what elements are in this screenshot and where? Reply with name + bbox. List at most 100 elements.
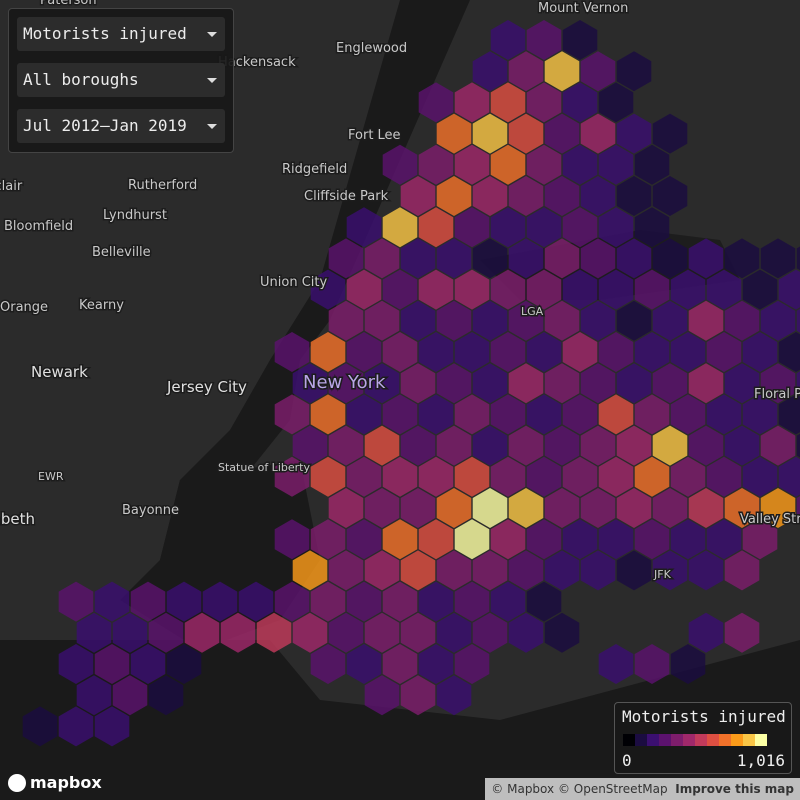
hexbin [400, 425, 436, 466]
hexbin [760, 425, 796, 466]
hexbin [382, 269, 418, 310]
ramp-swatch [755, 734, 767, 746]
hexbin [508, 612, 544, 653]
hexbin [328, 488, 364, 528]
hexbin [688, 238, 724, 279]
hexbin [22, 706, 58, 747]
hexbin [436, 300, 472, 341]
logo-mark [8, 773, 26, 792]
metric-dropdown[interactable]: Motorists injured [17, 17, 225, 51]
hexbin [418, 394, 454, 435]
hexbin [310, 269, 346, 310]
hexbin [436, 675, 472, 716]
hexbin [580, 300, 616, 341]
legend: Motorists injured 0 1,016 [614, 702, 792, 774]
hexbin [580, 488, 616, 528]
hexbin [796, 246, 800, 271]
hexbin [148, 612, 184, 653]
hexbin [526, 269, 562, 310]
improve-map-link[interactable]: Improve this map [675, 782, 794, 796]
hexbin [526, 581, 562, 622]
hexbin [526, 144, 562, 185]
ramp-swatch [719, 734, 731, 746]
place-label: Mount Vernon [538, 1, 628, 16]
ramp-swatch [659, 734, 671, 746]
hexbin [616, 550, 652, 591]
hexbin [688, 300, 724, 341]
hexbin [346, 581, 382, 622]
hexbin [706, 269, 742, 310]
hexbin [580, 550, 616, 591]
mapbox-logo[interactable]: mapbox [8, 773, 102, 792]
period-dropdown[interactable]: Jul 2012–Jan 2019 [17, 109, 225, 143]
hexbin [472, 612, 508, 653]
place-label: Hackensack [218, 55, 296, 70]
hexbin [328, 612, 364, 653]
hexbin [490, 519, 526, 560]
hexbin [472, 363, 508, 404]
hexbin [184, 612, 220, 653]
lower-bay [0, 640, 800, 800]
hexbin [562, 207, 598, 248]
place-label: Valley Stream [740, 512, 800, 527]
hexbin [616, 176, 652, 216]
hexbin [400, 300, 436, 341]
dropdown-arrow [207, 78, 217, 83]
hexbin [526, 82, 562, 123]
hexbin [346, 394, 382, 435]
hexbin [346, 332, 382, 372]
hexbin [508, 550, 544, 591]
hexbin [652, 363, 688, 404]
legend-min: 0 [622, 751, 632, 770]
hexbin [436, 425, 472, 466]
hexbin [418, 82, 454, 123]
hexbin [418, 644, 454, 684]
hexbin [472, 425, 508, 466]
hexbin [328, 238, 364, 279]
hexbin [400, 176, 436, 216]
logo-text: mapbox [30, 773, 102, 792]
ramp-swatch [623, 734, 635, 746]
hexbin [562, 144, 598, 185]
hexbin [364, 612, 400, 653]
hexbin [562, 519, 598, 560]
hexbin [670, 644, 706, 684]
hexbin [544, 176, 580, 216]
ramp-swatch [743, 734, 755, 746]
hexbin [670, 394, 706, 435]
place-label: Rutherford [128, 178, 197, 193]
hexbin [508, 238, 544, 279]
hexbin [436, 550, 472, 591]
hexbin [634, 456, 670, 497]
hexbin [760, 238, 796, 279]
hexbin [202, 581, 238, 622]
hexbin [274, 394, 310, 435]
hexbin [310, 394, 346, 435]
hexbin [724, 300, 760, 341]
hexbin [706, 456, 742, 497]
hexbin [526, 456, 562, 497]
hexbin [418, 269, 454, 310]
hexbin [472, 300, 508, 341]
hexbin [544, 488, 580, 528]
hexbin [418, 456, 454, 497]
hexbin [634, 519, 670, 560]
place-label: Montclair [0, 179, 23, 194]
ramp-swatch [671, 734, 683, 746]
hexbin [382, 394, 418, 435]
ramp-swatch [695, 734, 707, 746]
hexbin [382, 456, 418, 497]
hexbin [616, 51, 652, 92]
place-label: Belleville [92, 245, 151, 260]
legend-title: Motorists injured [622, 707, 786, 726]
hexbin [778, 269, 800, 310]
hexbin [544, 51, 580, 92]
hexbin [724, 550, 760, 591]
hexbin [652, 300, 688, 341]
borough-dropdown[interactable]: All boroughs [17, 63, 225, 97]
dropdown-arrow [207, 32, 217, 37]
hexbin [58, 581, 94, 622]
hexbin [544, 363, 580, 404]
hexbin [364, 425, 400, 466]
